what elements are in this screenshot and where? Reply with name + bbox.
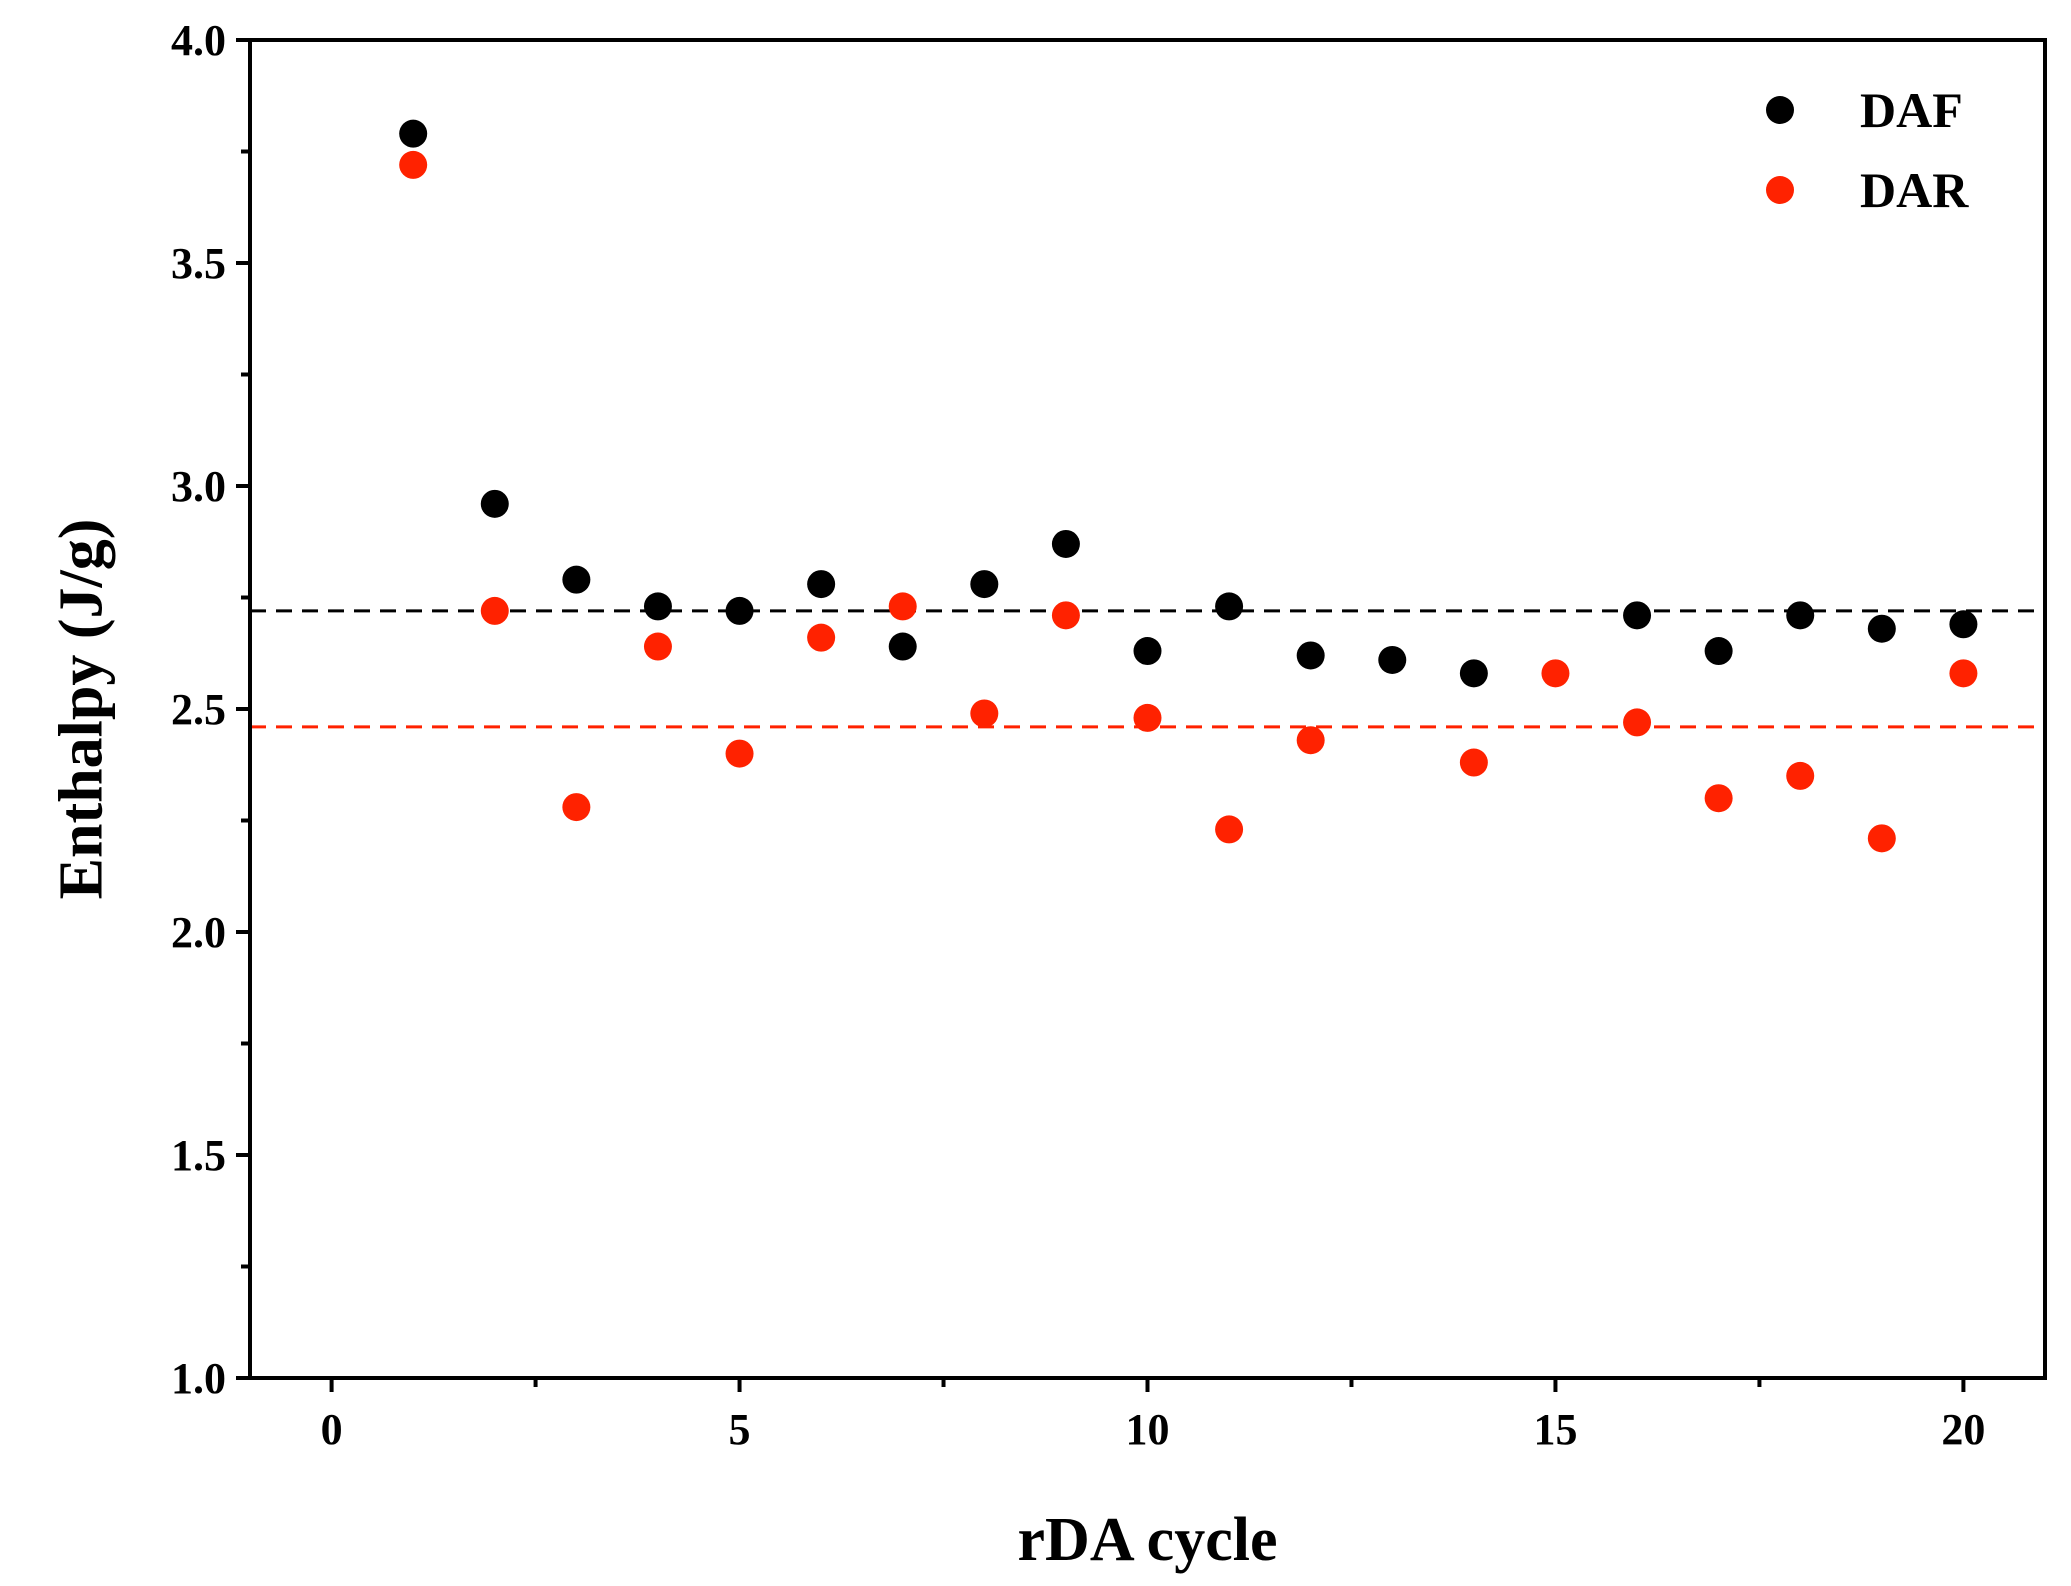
point-dar xyxy=(1296,726,1325,755)
point-daf xyxy=(1215,592,1244,621)
point-dar xyxy=(643,632,672,661)
y-tick-label: 1.0 xyxy=(171,1354,226,1403)
point-daf xyxy=(562,565,591,594)
point-dar xyxy=(888,592,917,621)
point-dar xyxy=(970,699,999,728)
point-daf xyxy=(1949,610,1978,639)
point-dar xyxy=(1215,815,1244,844)
point-dar xyxy=(1704,784,1733,813)
point-daf xyxy=(1867,614,1896,643)
point-daf xyxy=(1051,529,1080,558)
point-daf xyxy=(1459,659,1488,688)
point-dar xyxy=(807,623,836,652)
point-daf xyxy=(1133,637,1162,666)
x-tick-label: 5 xyxy=(729,1405,751,1454)
point-daf xyxy=(725,596,754,625)
point-daf xyxy=(1786,601,1815,630)
y-tick-label: 2.0 xyxy=(171,908,226,957)
point-dar xyxy=(1051,601,1080,630)
y-tick-label: 3.0 xyxy=(171,462,226,511)
axis-ticks xyxy=(236,38,1966,1392)
point-dar xyxy=(480,596,509,625)
point-dar xyxy=(562,793,591,822)
point-daf xyxy=(888,632,917,661)
legend-marker-daf xyxy=(1766,96,1794,124)
point-daf xyxy=(970,570,999,599)
axis-tick-labels: 0 5 10 15 20 1.0 1.5 2.0 2.5 3.0 3.5 4.0 xyxy=(171,16,1985,1454)
legend-marker-dar xyxy=(1766,176,1794,204)
data-points xyxy=(399,119,1978,853)
x-tick-label: 20 xyxy=(1941,1405,1985,1454)
y-tick-label: 3.5 xyxy=(171,239,226,288)
x-tick-label: 10 xyxy=(1126,1405,1170,1454)
point-dar xyxy=(1867,824,1896,853)
legend: DAF DAR xyxy=(1766,82,1969,218)
point-daf xyxy=(1296,641,1325,670)
point-dar xyxy=(1541,659,1570,688)
point-dar xyxy=(1133,703,1162,732)
point-dar xyxy=(399,150,428,179)
point-daf xyxy=(1704,637,1733,666)
y-tick-label: 2.5 xyxy=(171,685,226,734)
point-daf xyxy=(807,570,836,599)
point-daf xyxy=(480,489,509,518)
y-axis-title: Enthalpy (J/g) xyxy=(48,519,116,900)
y-tick-label: 1.5 xyxy=(171,1131,226,1180)
point-dar xyxy=(1949,659,1978,688)
point-daf xyxy=(1623,601,1652,630)
x-axis-title: rDA cycle xyxy=(1018,1506,1278,1574)
x-tick-label: 0 xyxy=(321,1405,343,1454)
point-dar xyxy=(1459,748,1488,777)
point-daf xyxy=(1378,645,1407,674)
point-daf xyxy=(399,119,428,148)
legend-label-dar: DAR xyxy=(1860,162,1969,218)
point-dar xyxy=(725,739,754,768)
point-daf xyxy=(643,592,672,621)
point-dar xyxy=(1623,708,1652,737)
legend-label-daf: DAF xyxy=(1860,82,1963,138)
y-tick-label: 4.0 xyxy=(171,16,226,65)
point-dar xyxy=(1786,761,1815,790)
x-tick-label: 15 xyxy=(1533,1405,1577,1454)
